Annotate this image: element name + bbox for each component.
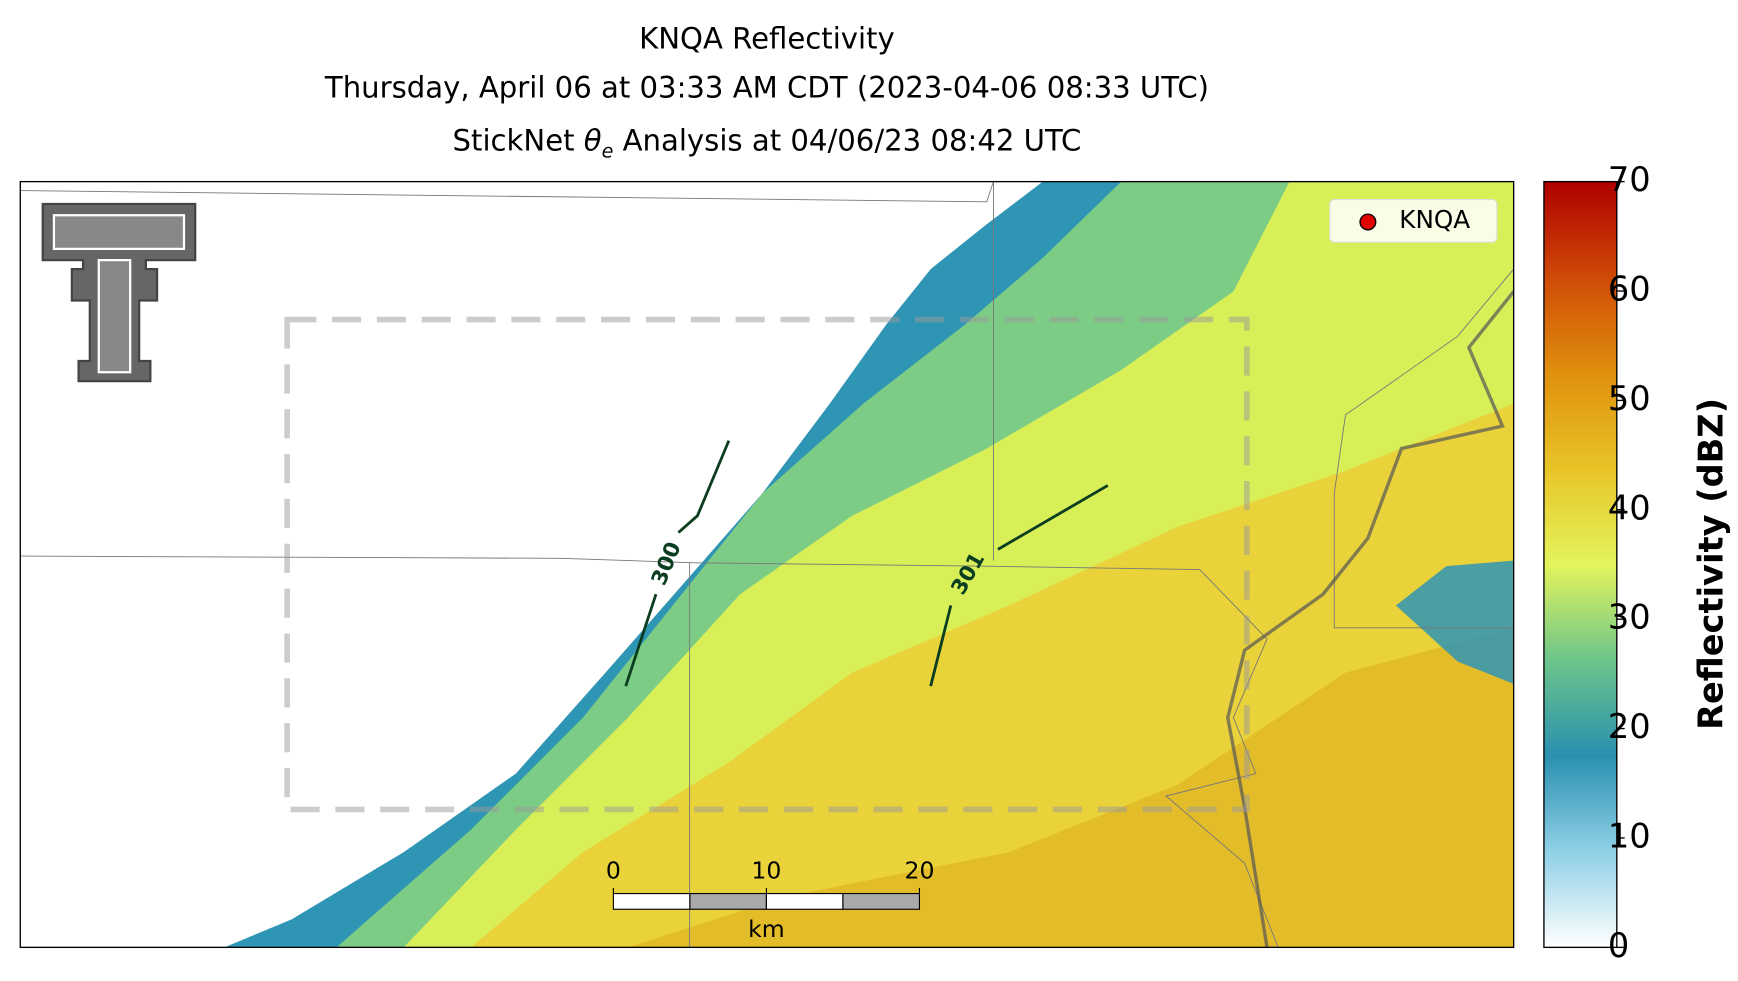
scale-bar: 0 10 20 km xyxy=(606,857,935,943)
colorbar-tick-label: 30 xyxy=(1608,598,1651,637)
scale-tick-label: 20 xyxy=(904,857,934,885)
radar-field xyxy=(20,181,1514,948)
contour-line xyxy=(929,605,953,687)
scale-unit: km xyxy=(748,915,785,943)
scale-segment xyxy=(689,892,767,910)
title-line: StickNet θe Analysis at 04/06/23 08:42 U… xyxy=(453,123,1082,161)
contour-line xyxy=(997,484,1109,551)
theta: θ xyxy=(584,123,602,157)
title-line: KNQA Reflectivity xyxy=(639,21,895,55)
contour-line xyxy=(624,593,658,687)
colorbar-label: Reflectivity (dBZ) xyxy=(1692,398,1731,730)
scale-tick-label: 10 xyxy=(751,857,781,885)
theta-subscript: e xyxy=(602,140,614,162)
colorbar-tick-label: 40 xyxy=(1608,488,1651,527)
title-line: Thursday, April 06 at 03:33 AM CDT (2023… xyxy=(324,71,1209,105)
echo-blue-patch xyxy=(1395,560,1514,684)
logo xyxy=(41,202,197,383)
colorbar-tick-label: 50 xyxy=(1608,379,1651,418)
map-frame xyxy=(19,180,1515,949)
title-text: Analysis at 04/06/23 08:42 UTC xyxy=(613,123,1081,157)
colorbar-tick-label: 20 xyxy=(1608,707,1651,746)
colorbar-tick-label: 10 xyxy=(1608,816,1651,855)
legend-marker xyxy=(1359,213,1377,231)
river xyxy=(1226,290,1514,948)
legend-box xyxy=(1329,199,1498,243)
scale-segment xyxy=(842,892,921,910)
boundaries xyxy=(20,181,1514,948)
colorbar xyxy=(1543,180,1618,949)
analysis-box xyxy=(284,316,1250,813)
colorbar-tick-label: 60 xyxy=(1608,270,1651,309)
scale-segment xyxy=(765,892,844,910)
contours xyxy=(624,440,1109,687)
colorbar-ticks: 0 10 20 30 40 50 60 70 xyxy=(1608,160,1651,965)
scale-tick-label: 0 xyxy=(606,857,621,885)
no-echo xyxy=(20,181,1043,948)
legend-label: KNQA xyxy=(1399,205,1470,234)
colorbar-tick-label: 0 xyxy=(1608,926,1629,965)
title-text: StickNet xyxy=(453,123,584,157)
colorbar-tick-label: 70 xyxy=(1608,160,1651,199)
contour-line xyxy=(677,440,731,534)
scale-segment xyxy=(612,892,691,910)
